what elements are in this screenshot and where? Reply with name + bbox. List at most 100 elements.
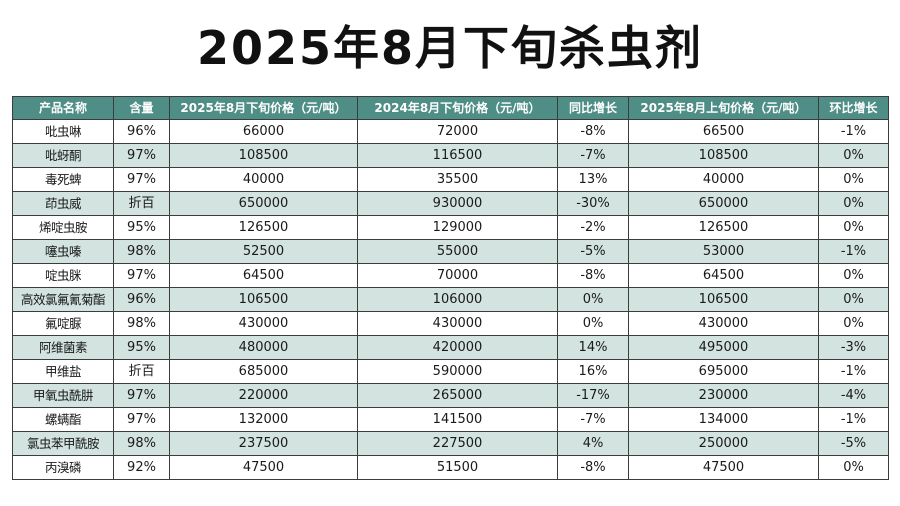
cell-price-2024-late-aug: 116500 xyxy=(357,143,558,168)
cell-product-name: 阿维菌素 xyxy=(12,335,114,360)
cell-content: 96% xyxy=(113,119,170,144)
cell-product-name: 甲维盐 xyxy=(12,359,114,384)
cell-yoy-growth: 0% xyxy=(557,287,629,312)
cell-yoy-growth: -5% xyxy=(557,239,629,264)
cell-yoy-growth: -8% xyxy=(557,455,629,480)
cell-product-name: 吡虫啉 xyxy=(12,119,114,144)
table-row: 啶虫脒 97% 64500 70000 -8% 64500 0% xyxy=(12,263,889,288)
column-header-mom-growth: 环比增长 xyxy=(818,96,889,120)
cell-product-name: 丙溴磷 xyxy=(12,455,114,480)
cell-price-2025-early-aug: 695000 xyxy=(628,359,819,384)
cell-mom-growth: 0% xyxy=(818,167,889,192)
cell-price-2025-late-aug: 650000 xyxy=(169,191,358,216)
table-row: 吡蚜酮 97% 108500 116500 -7% 108500 0% xyxy=(12,143,889,168)
cell-content: 97% xyxy=(113,407,170,432)
cell-product-name: 高效氯氟氰菊酯 xyxy=(12,287,114,312)
table-row: 氯虫苯甲酰胺 98% 237500 227500 4% 250000 -5% xyxy=(12,431,889,456)
cell-yoy-growth: 16% xyxy=(557,359,629,384)
cell-mom-growth: -3% xyxy=(818,335,889,360)
cell-price-2025-late-aug: 40000 xyxy=(169,167,358,192)
cell-yoy-growth: -8% xyxy=(557,263,629,288)
cell-price-2025-late-aug: 132000 xyxy=(169,407,358,432)
cell-content: 97% xyxy=(113,383,170,408)
cell-price-2025-late-aug: 52500 xyxy=(169,239,358,264)
table-row: 甲氧虫酰肼 97% 220000 265000 -17% 230000 -4% xyxy=(12,383,889,408)
cell-price-2025-early-aug: 134000 xyxy=(628,407,819,432)
cell-product-name: 氟啶脲 xyxy=(12,311,114,336)
cell-yoy-growth: -2% xyxy=(557,215,629,240)
cell-yoy-growth: 0% xyxy=(557,311,629,336)
cell-mom-growth: 0% xyxy=(818,455,889,480)
cell-price-2025-late-aug: 480000 xyxy=(169,335,358,360)
cell-price-2025-early-aug: 230000 xyxy=(628,383,819,408)
cell-mom-growth: -1% xyxy=(818,407,889,432)
cell-mom-growth: -4% xyxy=(818,383,889,408)
cell-mom-growth: -1% xyxy=(818,359,889,384)
cell-price-2024-late-aug: 141500 xyxy=(357,407,558,432)
cell-price-2025-early-aug: 53000 xyxy=(628,239,819,264)
cell-price-2024-late-aug: 265000 xyxy=(357,383,558,408)
column-header-price-2025-early-aug: 2025年8月上旬价格（元/吨） xyxy=(628,96,819,120)
table-row: 阿维菌素 95% 480000 420000 14% 495000 -3% xyxy=(12,335,889,360)
cell-content: 98% xyxy=(113,311,170,336)
table-row: 毒死蜱 97% 40000 35500 13% 40000 0% xyxy=(12,167,889,192)
cell-content: 97% xyxy=(113,167,170,192)
column-header-content: 含量 xyxy=(113,96,170,120)
cell-product-name: 螺螨酯 xyxy=(12,407,114,432)
cell-price-2025-late-aug: 47500 xyxy=(169,455,358,480)
cell-price-2024-late-aug: 70000 xyxy=(357,263,558,288)
cell-price-2024-late-aug: 420000 xyxy=(357,335,558,360)
cell-price-2025-late-aug: 64500 xyxy=(169,263,358,288)
cell-yoy-growth: -7% xyxy=(557,407,629,432)
cell-price-2024-late-aug: 930000 xyxy=(357,191,558,216)
cell-price-2025-early-aug: 495000 xyxy=(628,335,819,360)
cell-price-2025-late-aug: 220000 xyxy=(169,383,358,408)
cell-price-2024-late-aug: 35500 xyxy=(357,167,558,192)
cell-product-name: 噻虫嗪 xyxy=(12,239,114,264)
cell-yoy-growth: 13% xyxy=(557,167,629,192)
cell-product-name: 啶虫脒 xyxy=(12,263,114,288)
table-body: 吡虫啉 96% 66000 72000 -8% 66500 -1% 吡蚜酮 97% 108500 1… xyxy=(12,119,889,480)
page-title: 2025年8月下旬杀虫剂 xyxy=(196,21,704,75)
cell-product-name: 吡蚜酮 xyxy=(12,143,114,168)
cell-price-2024-late-aug: 227500 xyxy=(357,431,558,456)
cell-yoy-growth: -8% xyxy=(557,119,629,144)
cell-content: 92% xyxy=(113,455,170,480)
cell-price-2024-late-aug: 590000 xyxy=(357,359,558,384)
cell-price-2024-late-aug: 72000 xyxy=(357,119,558,144)
cell-yoy-growth: 14% xyxy=(557,335,629,360)
cell-mom-growth: 0% xyxy=(818,311,889,336)
cell-price-2025-late-aug: 66000 xyxy=(169,119,358,144)
table-row: 丙溴磷 92% 47500 51500 -8% 47500 0% xyxy=(12,455,889,480)
cell-mom-growth: -5% xyxy=(818,431,889,456)
table-row: 甲维盐 折百 685000 590000 16% 695000 -1% xyxy=(12,359,889,384)
cell-price-2025-late-aug: 126500 xyxy=(169,215,358,240)
cell-mom-growth: 0% xyxy=(818,143,889,168)
cell-mom-growth: -1% xyxy=(818,119,889,144)
cell-price-2025-early-aug: 47500 xyxy=(628,455,819,480)
table-header-row: 产品名称 含量 2025年8月下旬价格（元/吨） 2024年8月下旬价格（元/吨… xyxy=(12,96,889,120)
cell-content: 95% xyxy=(113,215,170,240)
cell-product-name: 茚虫威 xyxy=(12,191,114,216)
cell-mom-growth: 0% xyxy=(818,215,889,240)
cell-content: 95% xyxy=(113,335,170,360)
cell-mom-growth: 0% xyxy=(818,263,889,288)
cell-mom-growth: 0% xyxy=(818,287,889,312)
table-row: 吡虫啉 96% 66000 72000 -8% 66500 -1% xyxy=(12,119,889,144)
cell-price-2024-late-aug: 55000 xyxy=(357,239,558,264)
cell-price-2025-early-aug: 64500 xyxy=(628,263,819,288)
cell-product-name: 烯啶虫胺 xyxy=(12,215,114,240)
column-header-product-name: 产品名称 xyxy=(12,96,114,120)
cell-price-2024-late-aug: 51500 xyxy=(357,455,558,480)
table-row: 烯啶虫胺 95% 126500 129000 -2% 126500 0% xyxy=(12,215,889,240)
cell-yoy-growth: -30% xyxy=(557,191,629,216)
cell-product-name: 氯虫苯甲酰胺 xyxy=(12,431,114,456)
cell-price-2025-early-aug: 430000 xyxy=(628,311,819,336)
cell-product-name: 毒死蜱 xyxy=(12,167,114,192)
cell-price-2025-early-aug: 108500 xyxy=(628,143,819,168)
cell-price-2024-late-aug: 106000 xyxy=(357,287,558,312)
cell-mom-growth: 0% xyxy=(818,191,889,216)
cell-yoy-growth: -17% xyxy=(557,383,629,408)
cell-product-name: 甲氧虫酰肼 xyxy=(12,383,114,408)
cell-price-2025-early-aug: 66500 xyxy=(628,119,819,144)
